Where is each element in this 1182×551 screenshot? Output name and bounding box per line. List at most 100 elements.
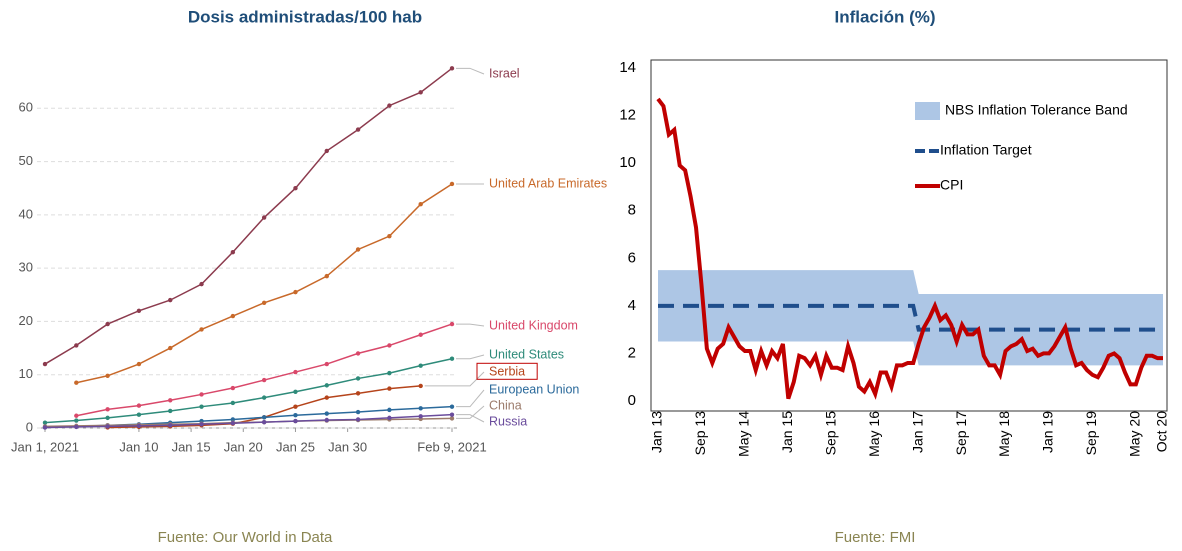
point bbox=[43, 362, 47, 366]
point bbox=[356, 417, 360, 421]
legend-swatch bbox=[915, 102, 940, 120]
point bbox=[356, 351, 360, 355]
point bbox=[450, 404, 454, 408]
source-note: Fuente: Our World in Data bbox=[158, 529, 333, 546]
x-tick-label: Sep 17 bbox=[953, 411, 969, 456]
point bbox=[356, 391, 360, 395]
series-label: United Arab Emirates bbox=[489, 176, 607, 190]
point bbox=[356, 376, 360, 380]
point bbox=[418, 384, 422, 388]
point bbox=[387, 343, 391, 347]
point bbox=[105, 322, 109, 326]
x-tick-label: Sep 15 bbox=[822, 411, 838, 456]
point bbox=[325, 274, 329, 278]
point bbox=[199, 327, 203, 331]
point bbox=[356, 247, 360, 251]
legend-label: Inflation Target bbox=[940, 142, 1032, 158]
point bbox=[293, 370, 297, 374]
point bbox=[168, 298, 172, 302]
source-note: Fuente: FMI bbox=[835, 529, 916, 546]
series-line bbox=[76, 324, 452, 416]
point bbox=[262, 301, 266, 305]
point bbox=[356, 127, 360, 131]
point bbox=[387, 103, 391, 107]
point bbox=[168, 346, 172, 350]
point bbox=[387, 408, 391, 412]
point bbox=[293, 404, 297, 408]
point bbox=[418, 333, 422, 337]
point bbox=[293, 186, 297, 190]
x-tick-label: Sep 13 bbox=[692, 411, 708, 456]
point bbox=[325, 362, 329, 366]
y-tick-label: 14 bbox=[619, 59, 636, 76]
point bbox=[450, 412, 454, 416]
point bbox=[262, 378, 266, 382]
point bbox=[199, 392, 203, 396]
point bbox=[325, 149, 329, 153]
point bbox=[262, 395, 266, 399]
point bbox=[387, 386, 391, 390]
point bbox=[105, 416, 109, 420]
y-tick-label: 30 bbox=[19, 260, 33, 275]
point bbox=[325, 411, 329, 415]
point bbox=[231, 421, 235, 425]
legend-label: CPI bbox=[940, 177, 963, 193]
y-tick-label: 8 bbox=[628, 202, 636, 219]
point bbox=[137, 309, 141, 313]
y-tick-label: 2 bbox=[628, 344, 636, 361]
chart-title: Inflación (%) bbox=[834, 7, 935, 26]
point bbox=[293, 290, 297, 294]
point bbox=[43, 425, 47, 429]
x-tick-label: Jan 15 bbox=[172, 439, 211, 454]
point bbox=[418, 90, 422, 94]
x-tick-label: May 20 bbox=[1127, 411, 1143, 457]
series-line bbox=[76, 184, 452, 383]
y-tick-label: 10 bbox=[619, 154, 636, 171]
point bbox=[105, 424, 109, 428]
x-tick-label: Jan 30 bbox=[328, 439, 367, 454]
y-tick-label: 50 bbox=[19, 153, 33, 168]
point bbox=[293, 413, 297, 417]
point bbox=[262, 420, 266, 424]
y-tick-label: 10 bbox=[19, 366, 33, 381]
y-tick-label: 0 bbox=[628, 392, 636, 409]
label-leader bbox=[456, 390, 484, 407]
point bbox=[168, 398, 172, 402]
point bbox=[418, 363, 422, 367]
series-line bbox=[45, 359, 452, 423]
point bbox=[231, 386, 235, 390]
x-tick-label: Jan 20 bbox=[224, 439, 263, 454]
series-label: Russia bbox=[489, 414, 527, 428]
point bbox=[450, 357, 454, 361]
point bbox=[325, 395, 329, 399]
series-label: China bbox=[489, 398, 522, 412]
point bbox=[387, 416, 391, 420]
x-tick-label: May 16 bbox=[866, 411, 882, 457]
y-tick-label: 4 bbox=[628, 297, 636, 314]
label-leader bbox=[456, 68, 484, 74]
point bbox=[105, 374, 109, 378]
point bbox=[293, 419, 297, 423]
point bbox=[74, 418, 78, 422]
x-tick-label: Jan 17 bbox=[909, 411, 925, 453]
y-tick-label: 12 bbox=[619, 107, 636, 124]
point bbox=[387, 371, 391, 375]
y-tick-label: 6 bbox=[628, 249, 636, 266]
legend-label: NBS Inflation Tolerance Band bbox=[945, 102, 1128, 118]
x-tick-label: Jan 10 bbox=[119, 439, 158, 454]
x-tick-label: Jan 15 bbox=[779, 411, 795, 453]
point bbox=[450, 66, 454, 70]
point bbox=[74, 425, 78, 429]
label-leader bbox=[425, 372, 484, 386]
label-leader bbox=[456, 324, 484, 326]
x-tick-label: Feb 9, 2021 bbox=[417, 439, 486, 454]
point bbox=[325, 418, 329, 422]
point bbox=[199, 282, 203, 286]
point bbox=[262, 215, 266, 219]
x-tick-label: May 14 bbox=[736, 411, 752, 457]
point bbox=[356, 410, 360, 414]
point bbox=[137, 362, 141, 366]
point bbox=[199, 404, 203, 408]
